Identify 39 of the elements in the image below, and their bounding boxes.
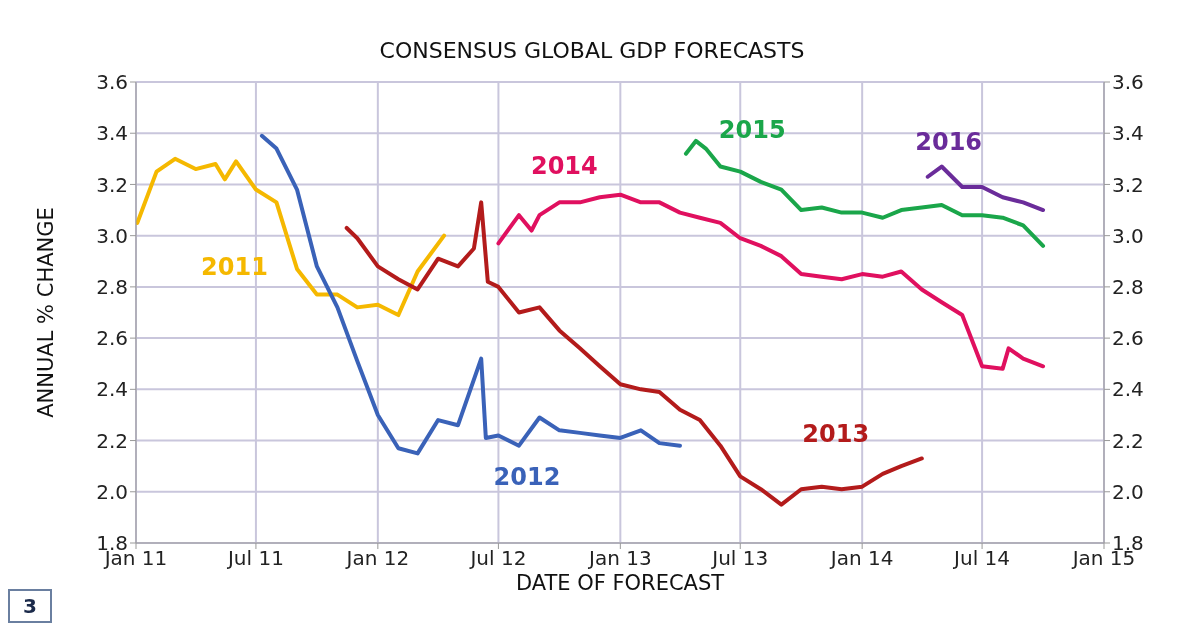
series-label: 2016 <box>915 127 983 156</box>
y-tick-label: 2.2 <box>96 428 128 453</box>
x-tick-label: Jan 12 <box>344 546 410 571</box>
series-label: 2014 <box>530 152 598 181</box>
y2-tick-label: 2.4 <box>1112 377 1144 402</box>
y2-tick-label: 3.0 <box>1112 223 1144 248</box>
y-axis-title: ANNUAL % CHANGE <box>34 207 59 418</box>
series-label: 2011 <box>201 252 268 281</box>
x-tick-label: Jul 14 <box>952 546 1011 571</box>
y-tick-label: 2.0 <box>96 479 128 504</box>
line-series <box>925 164 1046 213</box>
y-tick-label: 2.4 <box>96 377 128 402</box>
x-axis-title: DATE OF FORECAST <box>515 570 725 595</box>
y2-tick-label: 3.4 <box>1112 121 1144 146</box>
y-tick-label: 3.4 <box>96 121 128 146</box>
chart-title: CONSENSUS GLOBAL GDP FORECASTS <box>378 38 806 63</box>
y-tick-label: 3.6 <box>96 70 128 95</box>
x-tick-label: Jul 11 <box>225 546 284 571</box>
x-tick-label: Jan 13 <box>587 546 652 571</box>
y-tick-label: 3.0 <box>96 223 128 248</box>
series-label: 2015 <box>718 115 786 144</box>
x-tick-label: Jul 12 <box>468 546 527 571</box>
y-tick-label: 3.2 <box>96 172 128 197</box>
y-tick-label: 2.8 <box>96 274 128 299</box>
line-series <box>496 192 1046 371</box>
y2-tick-label: 3.6 <box>1112 70 1144 95</box>
y-tick-label: 2.6 <box>96 326 128 351</box>
line-series <box>344 200 924 507</box>
y2-tick-label: 2.8 <box>1112 274 1144 299</box>
series-label: 2013 <box>802 419 870 448</box>
x-tick-label: Jan 14 <box>828 546 894 571</box>
x-tick-label: Jul 13 <box>710 546 769 571</box>
y2-tick-label: 2.2 <box>1112 428 1144 453</box>
line-series <box>136 156 447 318</box>
y2-tick-label: 3.2 <box>1112 172 1144 197</box>
y2-tick-label: 2.0 <box>1112 479 1144 504</box>
y2-tick-label: 2.6 <box>1112 326 1144 351</box>
text: 3 <box>8 589 52 623</box>
series-label: 2012 <box>493 462 561 491</box>
